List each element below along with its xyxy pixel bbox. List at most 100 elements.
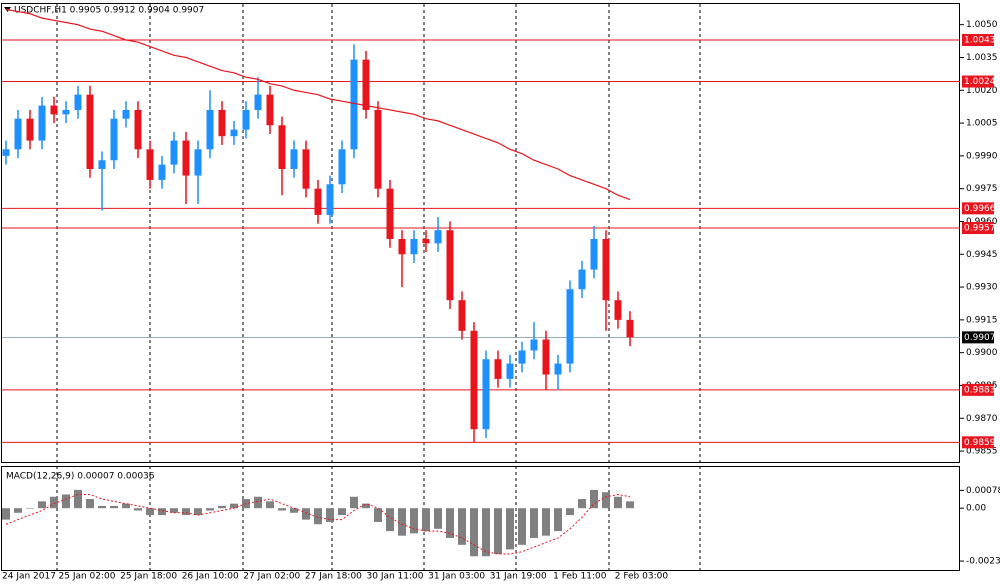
candle-body <box>470 330 478 430</box>
y-tick-label: 0.9855 <box>966 447 998 457</box>
x-tick-label: 25 Jan 18:00 <box>120 572 177 582</box>
moving-average <box>5 8 631 201</box>
macd-bar <box>518 508 526 545</box>
level-label: 0.9966 <box>964 204 996 214</box>
candle-body <box>446 230 454 301</box>
macd-bar <box>74 489 82 509</box>
macd-bar <box>350 496 358 509</box>
candle-body <box>374 109 382 189</box>
macd-bar <box>458 508 466 545</box>
macd-bar <box>206 508 214 511</box>
macd-bar <box>2 508 10 520</box>
macd-bar <box>398 508 406 536</box>
candle-body <box>266 94 274 126</box>
candle-body <box>50 105 58 115</box>
candle-body <box>566 289 574 364</box>
candle-body <box>422 238 430 244</box>
chart-header: USDCHF,H1 0.9905 0.9912 0.9904 0.9907 <box>14 6 204 16</box>
candle-body <box>122 109 130 119</box>
macd-bar <box>434 508 442 529</box>
macd-bar <box>290 508 298 513</box>
y-tick-label: 0.9900 <box>966 348 998 358</box>
candle-body <box>542 339 550 375</box>
macd-bar <box>542 508 550 536</box>
candle-body <box>434 230 442 244</box>
level-label-box <box>962 33 994 46</box>
last-price-box <box>962 331 994 344</box>
candle-body <box>398 238 406 255</box>
macd-bar <box>14 508 22 513</box>
macd-bar <box>626 501 634 509</box>
y-tick-label: 1.0035 <box>966 53 998 63</box>
macd-bar <box>482 508 490 557</box>
macd-bar <box>194 508 202 516</box>
candle-body <box>62 109 70 115</box>
x-tick-label: 27 Jan 18:00 <box>305 572 362 582</box>
candle-body <box>134 109 142 150</box>
macd-bar <box>494 508 502 554</box>
level-label-box <box>962 436 994 449</box>
macd-bar <box>26 508 34 509</box>
candle-body <box>326 184 334 215</box>
level-label: 0.9859 <box>964 438 996 448</box>
candle-body <box>14 118 22 150</box>
x-tick-label: 31 Jan 03:00 <box>428 572 485 582</box>
y-tick-label: -0.00231 <box>966 557 1000 567</box>
macd-bar <box>446 508 454 538</box>
macd-bar <box>602 492 610 509</box>
candle-body <box>242 109 250 130</box>
level-label-box <box>962 383 994 396</box>
x-tick-label: 30 Jan 11:00 <box>367 572 424 582</box>
x-tick-label: 25 Jan 02:00 <box>59 572 116 582</box>
macd-signal <box>5 493 631 555</box>
candle-body <box>26 118 34 141</box>
y-tick-label: 0.9960 <box>966 217 998 227</box>
candle-body <box>110 118 118 161</box>
level-label: 0.9957 <box>964 224 996 234</box>
candle-body <box>314 188 322 215</box>
macd-bar <box>110 505 118 509</box>
candle-body <box>146 149 154 180</box>
last-price-label: 0.9907 <box>964 333 996 343</box>
macd-bar <box>122 503 130 509</box>
macd-bar <box>254 496 262 509</box>
candle-body <box>254 94 262 110</box>
candle-body <box>530 339 538 351</box>
macd-bar <box>62 494 70 509</box>
macd-frame <box>1 466 960 571</box>
level-label-box <box>962 222 994 235</box>
candle-body <box>182 140 190 176</box>
candle-body <box>158 164 166 180</box>
candle-body <box>590 238 598 270</box>
y-tick-label: 1.0020 <box>966 86 998 96</box>
macd-bar <box>182 508 190 516</box>
macd-bar <box>374 508 382 522</box>
candle-body <box>626 319 634 338</box>
macd-bar <box>146 508 154 516</box>
x-tick-label: 1 Feb 11:00 <box>553 572 607 582</box>
level-label: 1.0024 <box>964 77 996 87</box>
candle-body <box>290 149 298 169</box>
macd-bar <box>158 508 166 516</box>
candle-body <box>506 363 514 379</box>
macd-bar <box>506 508 514 550</box>
x-tick-label: 27 Jan 02:00 <box>243 572 300 582</box>
candle-body <box>74 94 82 110</box>
y-tick-label: 1.0005 <box>966 119 998 129</box>
candle-body <box>218 109 226 137</box>
y-tick-label: 0.9930 <box>966 283 998 293</box>
macd-bar <box>386 508 394 532</box>
candle-body <box>302 149 310 189</box>
macd-bar <box>530 508 538 538</box>
candle-body <box>2 149 10 156</box>
macd-header: MACD(12,26,9) 0.00007 0.00036 <box>6 472 155 482</box>
candle-body <box>338 149 346 185</box>
x-tick-label: 31 Jan 19:00 <box>490 572 547 582</box>
macd-bar <box>410 508 418 534</box>
y-tick-label: 0.9990 <box>966 151 998 161</box>
candle-body <box>578 269 586 290</box>
candle-body <box>194 149 202 176</box>
macd-bar <box>578 499 586 509</box>
